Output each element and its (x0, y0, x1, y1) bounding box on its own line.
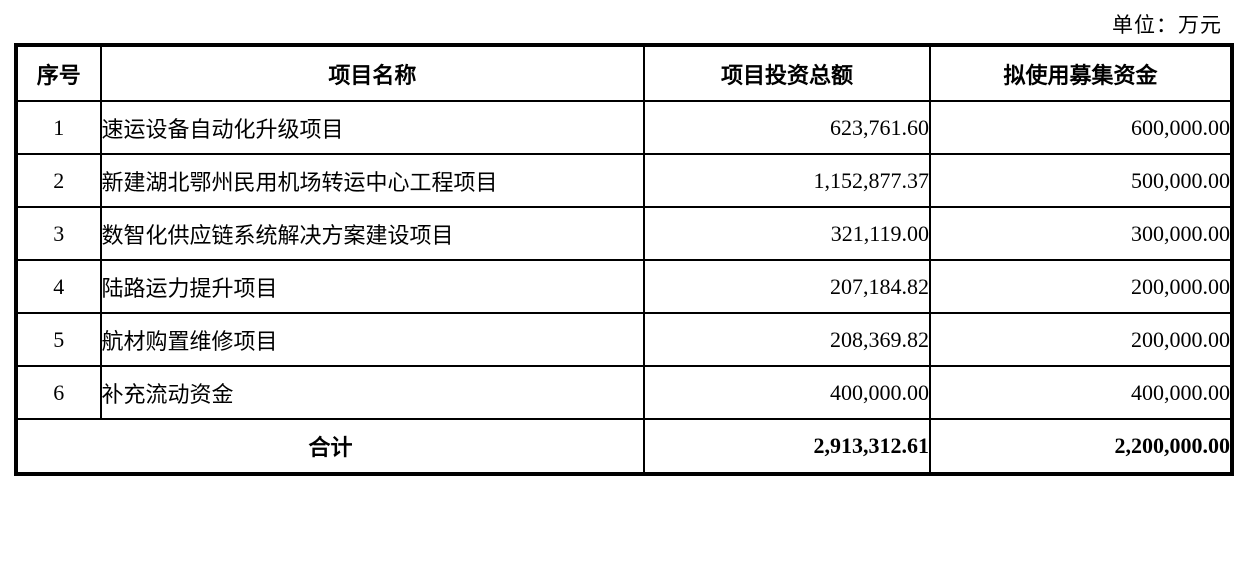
table-total-row: 合计 2,913,312.61 2,200,000.00 (14, 418, 1234, 475)
row-no: 5 (15, 312, 102, 367)
row-project-name: 补充流动资金 (99, 365, 646, 420)
unit-label: 单位：万元 (1112, 13, 1222, 37)
row-funds: 600,000.00 (928, 100, 1234, 155)
row-investment: 208,369.82 (643, 312, 931, 367)
table-row: 4 陆路运力提升项目 207,184.82 200,000.00 (15, 259, 1234, 314)
total-label: 合计 (14, 418, 646, 475)
header-raised-funds: 拟使用募集资金 (928, 44, 1234, 102)
row-investment: 321,119.00 (643, 206, 931, 261)
row-project-name: 新建湖北鄂州民用机场转运中心工程项目 (99, 153, 646, 208)
row-investment: 400,000.00 (643, 365, 931, 420)
table-row: 1 速运设备自动化升级项目 623,761.60 600,000.00 (15, 100, 1234, 155)
row-project-name: 航材购置维修项目 (99, 312, 646, 367)
row-no: 1 (15, 100, 102, 155)
header-investment-total: 项目投资总额 (643, 44, 931, 102)
row-investment: 1,152,877.37 (643, 153, 931, 208)
header-no: 序号 (15, 44, 102, 102)
table-row: 2 新建湖北鄂州民用机场转运中心工程项目 1,152,877.37 500,00… (15, 153, 1234, 208)
row-funds: 400,000.00 (928, 365, 1234, 420)
row-no: 3 (15, 206, 102, 261)
row-funds: 500,000.00 (928, 153, 1234, 208)
row-funds: 300,000.00 (928, 206, 1234, 261)
row-no: 4 (15, 259, 102, 314)
row-investment: 207,184.82 (643, 259, 931, 314)
total-funds: 2,200,000.00 (928, 418, 1234, 475)
row-project-name: 速运设备自动化升级项目 (99, 100, 646, 155)
row-no: 2 (15, 153, 102, 208)
row-funds: 200,000.00 (928, 312, 1234, 367)
header-project-name: 项目名称 (99, 44, 646, 102)
row-funds: 200,000.00 (928, 259, 1234, 314)
table-row: 6 补充流动资金 400,000.00 400,000.00 (15, 365, 1234, 420)
table-row: 3 数智化供应链系统解决方案建设项目 321,119.00 300,000.00 (15, 206, 1234, 261)
row-project-name: 数智化供应链系统解决方案建设项目 (99, 206, 646, 261)
fundraising-projects-table: 序号 项目名称 项目投资总额 拟使用募集资金 1 速运设备自动化升级项目 623… (14, 43, 1234, 476)
row-project-name: 陆路运力提升项目 (99, 259, 646, 314)
table-row: 5 航材购置维修项目 208,369.82 200,000.00 (15, 312, 1234, 367)
row-no: 6 (15, 365, 102, 420)
table-header-row: 序号 项目名称 项目投资总额 拟使用募集资金 (15, 44, 1234, 102)
total-investment: 2,913,312.61 (643, 418, 931, 475)
row-investment: 623,761.60 (643, 100, 931, 155)
